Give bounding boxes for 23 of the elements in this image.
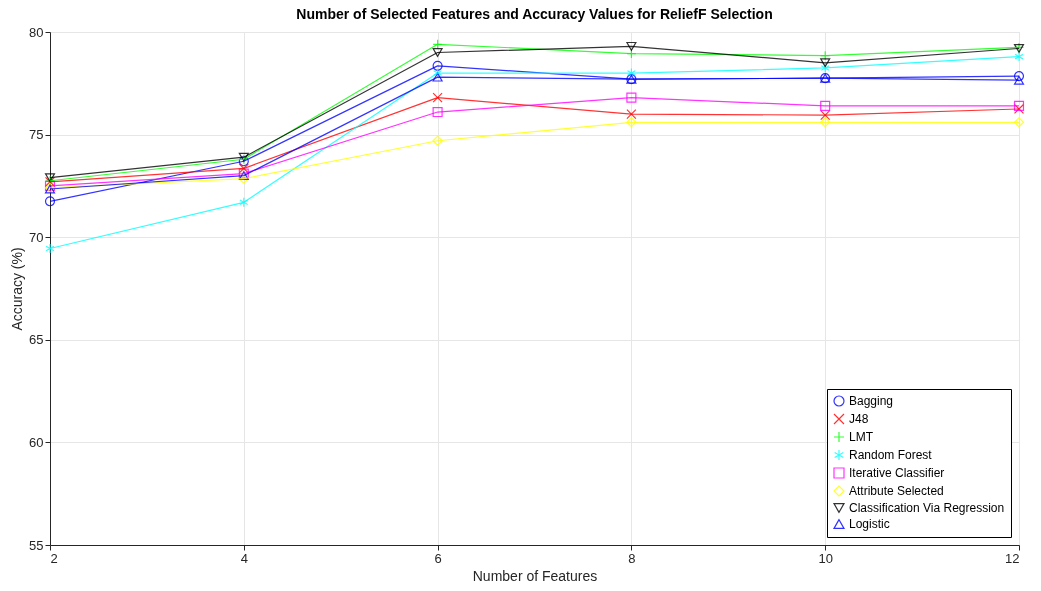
- legend-label: Attribute Selected: [849, 484, 944, 498]
- legend-label: Random Forest: [849, 448, 933, 462]
- chart-title: Number of Selected Features and Accuracy Values for ReliefF Selection: [296, 6, 773, 22]
- legend-label: Bagging: [849, 394, 894, 408]
- x-tick-label: 6: [434, 550, 442, 566]
- x-tick-label: 8: [628, 550, 636, 566]
- legend-label: J48: [849, 412, 869, 426]
- y-tick-label: 65: [29, 332, 44, 348]
- y-tick-label: 70: [29, 229, 44, 245]
- y-tick-label: 75: [29, 127, 44, 143]
- legend-label: Iterative Classifier: [849, 466, 945, 480]
- x-tick-label: 2: [50, 550, 58, 566]
- x-tick-label: 12: [1005, 550, 1020, 566]
- y-tick-label: 80: [29, 24, 44, 40]
- legend-label: Classification Via Regression: [849, 501, 1005, 515]
- x-tick-label: 4: [240, 550, 248, 566]
- legend-label: LMT: [849, 430, 874, 444]
- y-tick-label: 60: [29, 434, 44, 450]
- y-axis-title: Accuracy (%): [9, 247, 26, 331]
- y-tick-label: 55: [29, 537, 44, 553]
- x-axis-title: Number of Features: [472, 567, 598, 584]
- legend-label: Logistic: [849, 517, 890, 531]
- x-tick-label: 10: [818, 550, 833, 566]
